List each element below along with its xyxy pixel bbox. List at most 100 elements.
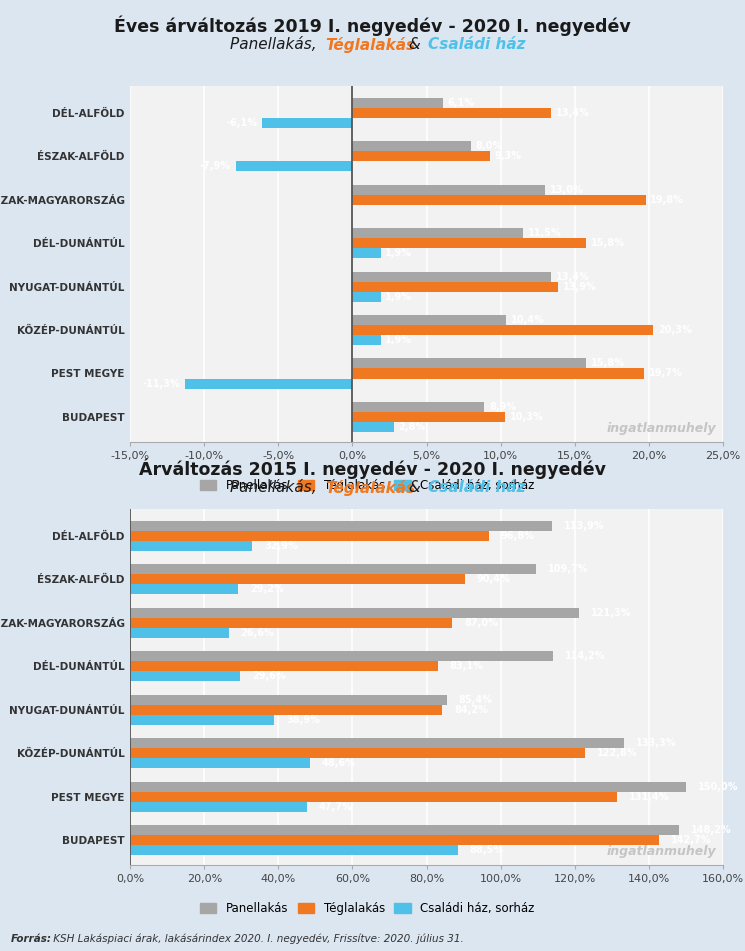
Text: 150,0%: 150,0% xyxy=(697,782,738,791)
Bar xyxy=(130,608,580,618)
Legend: Panellakás, Téglalakás, Családi ház, sorház: Panellakás, Téglalakás, Családi ház, sor… xyxy=(195,475,539,497)
Text: 10,3%: 10,3% xyxy=(510,412,543,422)
Bar xyxy=(186,378,352,389)
Bar xyxy=(352,98,443,107)
Text: Panellakás,: Panellakás, xyxy=(229,480,321,495)
Text: 84,2%: 84,2% xyxy=(454,705,488,715)
Text: 19,8%: 19,8% xyxy=(650,195,684,204)
Bar xyxy=(352,151,490,161)
Bar xyxy=(130,651,553,661)
Text: 10,4%: 10,4% xyxy=(511,315,545,325)
Text: 121,3%: 121,3% xyxy=(592,608,632,618)
Text: 29,6%: 29,6% xyxy=(252,671,285,681)
Text: 8,9%: 8,9% xyxy=(489,402,516,412)
Bar xyxy=(130,531,489,541)
Bar xyxy=(130,791,617,802)
Bar xyxy=(130,738,624,748)
Bar xyxy=(130,564,536,574)
Text: Árváltozás 2015 I. negyedév - 2020 I. negyedév: Árváltozás 2015 I. negyedév - 2020 I. ne… xyxy=(139,458,606,479)
Text: -11,3%: -11,3% xyxy=(143,378,180,389)
Bar xyxy=(130,835,659,845)
Text: Családi ház: Családi ház xyxy=(428,480,526,495)
Text: Forrás:: Forrás: xyxy=(11,934,52,944)
Text: &: & xyxy=(405,37,426,52)
Bar xyxy=(130,671,240,681)
Text: 20,3%: 20,3% xyxy=(658,325,691,335)
Text: 109,7%: 109,7% xyxy=(548,564,589,574)
Text: Téglalakás: Téglalakás xyxy=(325,480,415,496)
Text: ingatlanmuhely: ingatlanmuhely xyxy=(607,422,717,436)
Bar xyxy=(130,521,552,531)
Text: 114,2%: 114,2% xyxy=(565,651,606,661)
Text: 83,1%: 83,1% xyxy=(450,661,484,671)
Bar xyxy=(352,315,507,325)
Text: 13,4%: 13,4% xyxy=(556,107,589,118)
Bar xyxy=(130,715,274,725)
Text: 96,8%: 96,8% xyxy=(501,531,534,541)
Bar xyxy=(352,292,381,301)
Bar xyxy=(352,335,381,345)
Bar xyxy=(352,238,586,248)
Text: Téglalakás: Téglalakás xyxy=(325,37,415,53)
Text: 9,3%: 9,3% xyxy=(495,151,522,161)
Bar xyxy=(352,359,586,368)
Text: 47,7%: 47,7% xyxy=(319,802,352,812)
Bar xyxy=(130,541,252,551)
Bar xyxy=(130,782,685,791)
Text: 2,8%: 2,8% xyxy=(399,422,426,432)
Text: 38,9%: 38,9% xyxy=(286,715,320,725)
Text: -7,9%: -7,9% xyxy=(200,161,231,171)
Text: Családi ház: Családi ház xyxy=(428,37,526,52)
Text: 6,1%: 6,1% xyxy=(448,98,475,107)
Bar xyxy=(130,748,585,758)
Bar xyxy=(352,281,558,292)
Text: 29,2%: 29,2% xyxy=(250,584,284,594)
Text: 32,9%: 32,9% xyxy=(264,541,298,551)
Text: 19,7%: 19,7% xyxy=(649,368,682,378)
Bar xyxy=(130,825,679,835)
Legend: Panellakás, Téglalakás, Családi ház, sorház: Panellakás, Téglalakás, Családi ház, sor… xyxy=(195,898,539,921)
Text: 88,5%: 88,5% xyxy=(470,845,504,855)
Text: -6,1%: -6,1% xyxy=(226,118,258,127)
Text: Panellakás,: Panellakás, xyxy=(229,37,321,52)
Bar xyxy=(352,248,381,258)
Text: KSH Lakáspiaci árak, lakásárindex 2020. I. negyedév, Frissítve: 2020. július 31.: KSH Lakáspiaci árak, lakásárindex 2020. … xyxy=(50,934,463,944)
Bar xyxy=(352,412,505,422)
Text: 13,0%: 13,0% xyxy=(550,184,583,195)
Bar xyxy=(130,705,442,715)
Text: 142,7%: 142,7% xyxy=(670,835,711,845)
Bar xyxy=(352,184,545,195)
Bar xyxy=(130,618,452,628)
Text: 90,4%: 90,4% xyxy=(477,574,510,584)
Text: 131,4%: 131,4% xyxy=(629,791,669,802)
Text: Éves árváltozás 2019 I. negyedév - 2020 I. negyedév: Éves árváltozás 2019 I. negyedév - 2020 … xyxy=(114,15,631,36)
Text: 26,6%: 26,6% xyxy=(241,628,274,638)
Text: 122,8%: 122,8% xyxy=(597,748,638,758)
Text: 1,9%: 1,9% xyxy=(385,335,412,345)
Text: 85,4%: 85,4% xyxy=(458,695,492,705)
Bar xyxy=(352,141,471,151)
Bar xyxy=(130,802,307,812)
Bar xyxy=(352,228,523,238)
Bar xyxy=(235,161,352,171)
Bar xyxy=(352,195,646,204)
Bar xyxy=(352,422,394,432)
Text: 148,2%: 148,2% xyxy=(691,825,732,835)
Bar xyxy=(352,325,653,335)
Bar xyxy=(130,574,465,584)
Text: 113,9%: 113,9% xyxy=(564,521,604,531)
Text: 48,6%: 48,6% xyxy=(322,758,356,768)
Bar xyxy=(352,272,551,281)
Text: 15,8%: 15,8% xyxy=(592,238,625,248)
Bar xyxy=(130,628,229,638)
Text: 87,0%: 87,0% xyxy=(464,618,498,628)
Text: 1,9%: 1,9% xyxy=(385,248,412,258)
Text: 8,0%: 8,0% xyxy=(475,141,503,151)
Bar xyxy=(130,695,446,705)
Text: 133,3%: 133,3% xyxy=(635,738,676,748)
Bar xyxy=(352,402,484,412)
Text: &: & xyxy=(405,480,426,495)
Bar xyxy=(130,758,310,768)
Text: 11,5%: 11,5% xyxy=(527,228,561,238)
Bar xyxy=(130,845,458,855)
